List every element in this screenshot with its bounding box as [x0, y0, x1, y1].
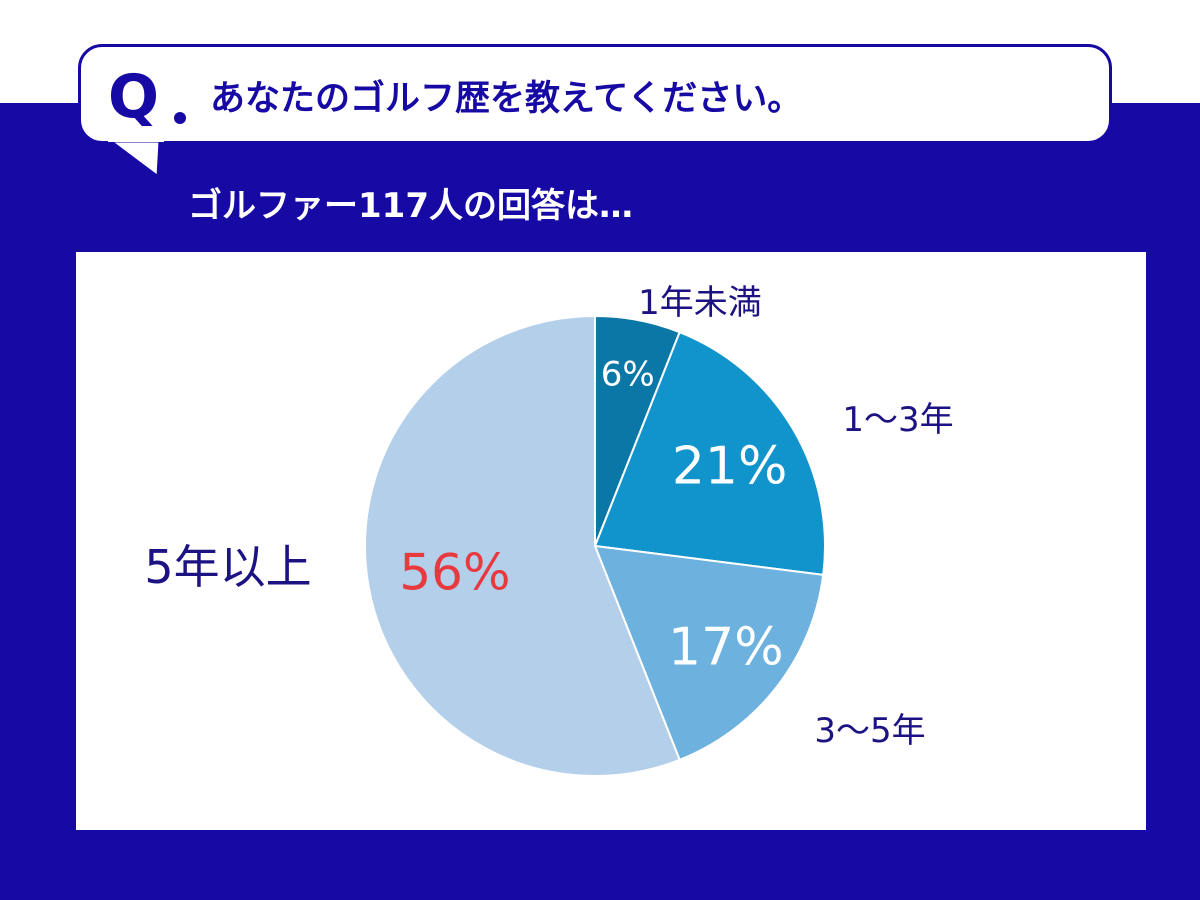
- pie-category-label-1: 1～3年: [842, 400, 953, 440]
- pie-slice-2: [593, 544, 825, 762]
- pie-value-label-3: 56%: [399, 544, 510, 602]
- pie-value-label-0: 6%: [601, 354, 655, 394]
- pie-category-label-0: 1年未満: [638, 283, 762, 323]
- pie-category-label-2: 3～5年: [814, 711, 925, 751]
- chart-subtitle: ゴルファー117人の回答は…: [188, 186, 633, 226]
- pie-value-label-2: 17%: [668, 617, 784, 677]
- question-q-dot: [174, 112, 186, 124]
- pie-slice-1: [593, 330, 826, 576]
- question-text: あなたのゴルフ歴を教えてください。: [210, 79, 803, 119]
- pie-value-label-1: 21%: [672, 436, 788, 496]
- question-q-mark: Q: [108, 62, 160, 132]
- pie-category-label-3: 5年以上: [144, 540, 311, 594]
- question-bubble: [78, 44, 1112, 144]
- pie-slice-3: [364, 314, 681, 777]
